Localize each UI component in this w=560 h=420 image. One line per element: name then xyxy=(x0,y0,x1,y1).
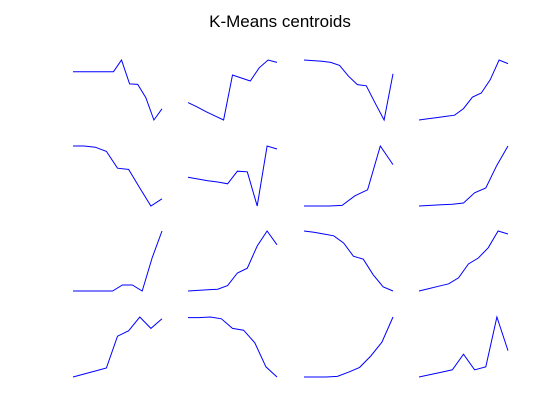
panel-14 xyxy=(188,316,278,378)
centroid-line-3 xyxy=(303,59,394,122)
centroid-line-1 xyxy=(73,58,163,122)
centroid-line-16 xyxy=(418,315,509,378)
panel-3 xyxy=(303,59,394,122)
panel-6 xyxy=(187,145,278,207)
centroid-line-10 xyxy=(187,230,278,292)
centroid-line-7 xyxy=(304,144,394,207)
centroid-line-6 xyxy=(187,145,278,207)
panel-grid xyxy=(72,58,509,378)
panel-10 xyxy=(187,230,278,292)
centroid-line-5 xyxy=(73,145,163,207)
chart-title: K-Means centroids xyxy=(209,12,351,31)
panel-8 xyxy=(418,145,509,207)
centroid-line-4 xyxy=(418,59,509,121)
centroid-line-15 xyxy=(304,316,394,378)
centroid-line-14 xyxy=(188,316,278,378)
centroid-line-8 xyxy=(418,145,509,207)
centroid-line-9 xyxy=(73,230,163,292)
panel-7 xyxy=(304,144,394,207)
panel-13 xyxy=(72,316,163,378)
panel-4 xyxy=(418,59,509,121)
panel-15 xyxy=(304,316,394,378)
centroid-line-13 xyxy=(72,316,163,378)
centroid-line-2 xyxy=(187,59,278,121)
centroid-line-11 xyxy=(303,230,394,292)
panel-11 xyxy=(303,230,394,292)
panel-5 xyxy=(73,145,163,207)
panel-9 xyxy=(73,230,163,292)
panel-1 xyxy=(73,58,163,122)
centroid-line-12 xyxy=(418,230,509,292)
panel-16 xyxy=(418,315,509,378)
panel-2 xyxy=(187,59,278,121)
panel-12 xyxy=(418,230,509,292)
